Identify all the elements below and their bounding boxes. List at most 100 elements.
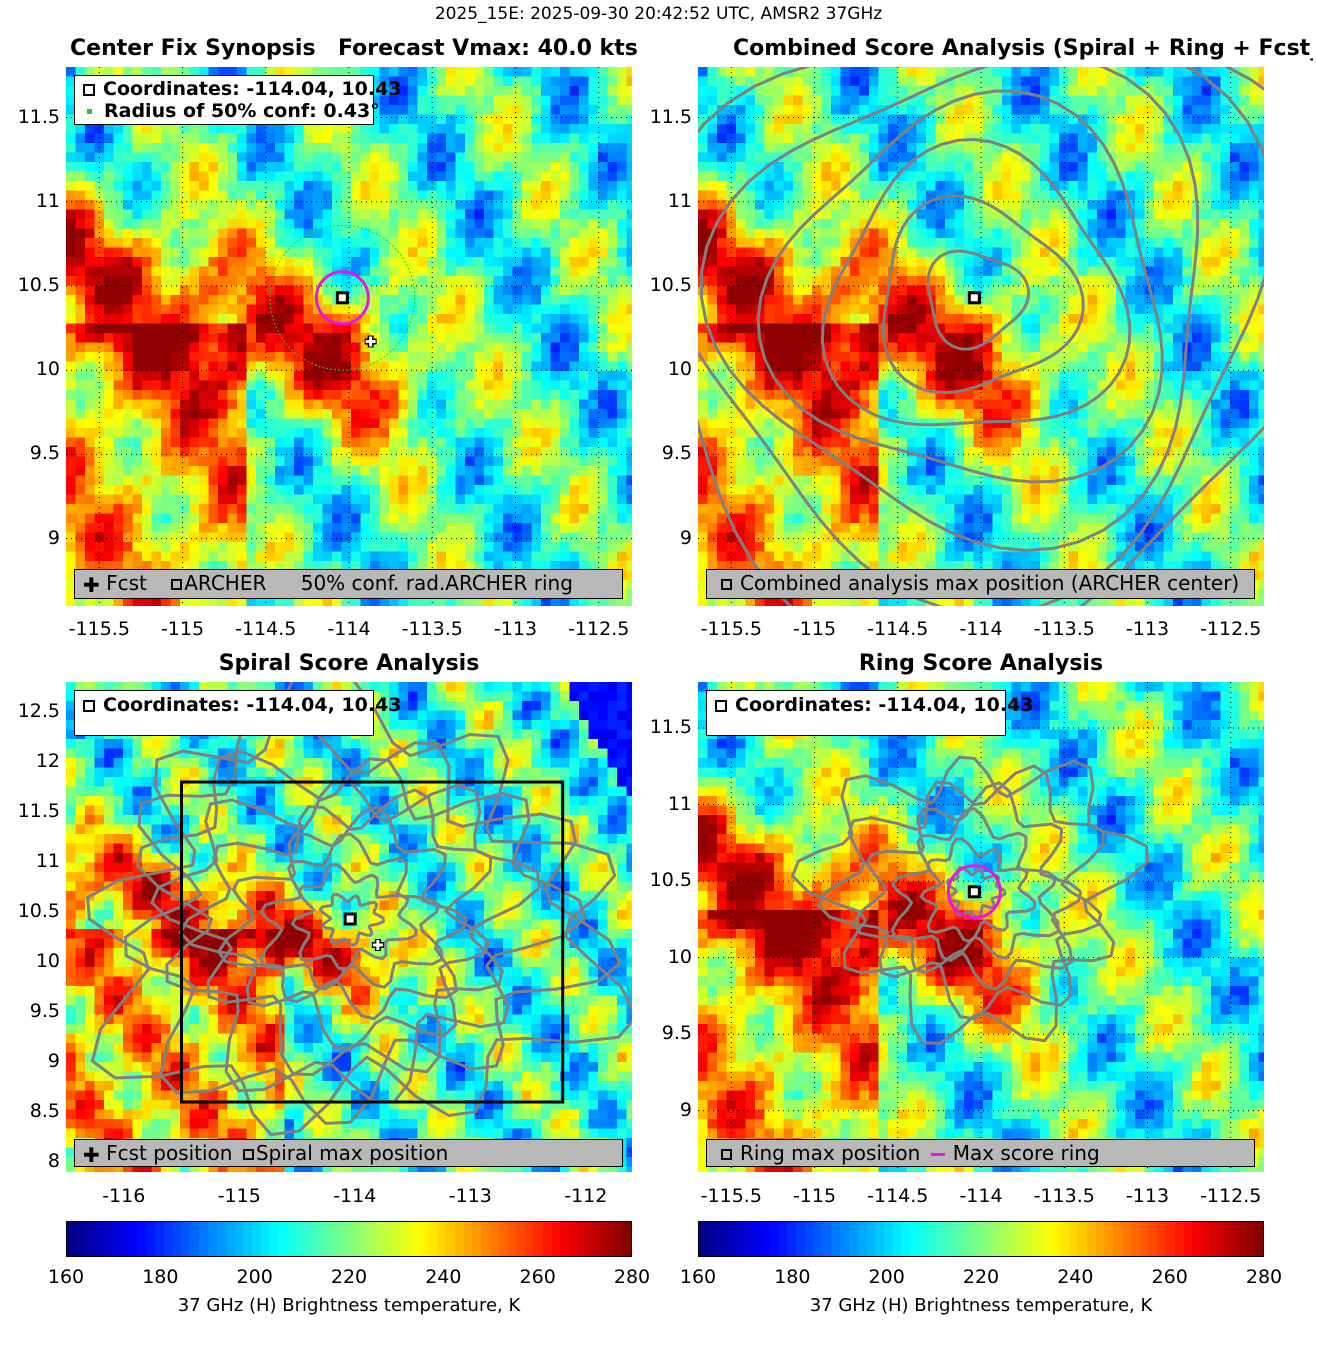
heatmap-cell <box>916 266 927 277</box>
heatmap-cell <box>465 532 475 543</box>
heatmap-cell <box>550 428 561 438</box>
heatmap-cell <box>132 247 143 258</box>
heatmap-cell <box>360 551 371 562</box>
heatmap-cell <box>379 143 390 153</box>
heatmap-cell <box>256 409 266 419</box>
heatmap-cell <box>707 247 718 258</box>
heatmap-cell <box>104 333 114 343</box>
heatmap-cell <box>569 143 580 153</box>
heatmap-cell <box>569 114 580 125</box>
heatmap-cell <box>199 466 209 476</box>
heatmap-cell <box>869 276 879 286</box>
heatmap-cell <box>303 371 314 381</box>
heatmap-cell <box>161 67 171 77</box>
heatmap-cell <box>275 133 285 144</box>
heatmap-cell <box>764 380 775 391</box>
heatmap-cell <box>113 304 124 315</box>
heatmap-cell <box>945 86 955 96</box>
heatmap-cell <box>774 532 784 543</box>
heatmap-cell <box>812 162 822 172</box>
heatmap-cell <box>878 257 889 267</box>
heatmap-cell <box>541 67 551 77</box>
heatmap-cell <box>370 67 380 77</box>
heatmap-cell <box>246 314 257 324</box>
heatmap-cell <box>265 428 276 438</box>
heatmap-cell <box>180 200 190 210</box>
heatmap-cell <box>897 361 908 372</box>
heatmap-cell <box>446 523 456 533</box>
heatmap-cell <box>831 485 841 495</box>
heatmap-cell <box>850 352 860 362</box>
heatmap-cell <box>360 152 371 163</box>
heatmap-cell <box>265 352 276 362</box>
heatmap-cell <box>94 551 105 562</box>
heatmap-cell <box>935 485 946 495</box>
heatmap-cell <box>531 523 542 533</box>
heatmap-cell <box>246 475 257 486</box>
heatmap-cell <box>75 542 86 552</box>
heatmap-cell <box>745 456 756 467</box>
heatmap-cell <box>812 295 822 305</box>
heatmap-cell <box>878 542 889 552</box>
heatmap-cell <box>607 114 618 125</box>
heatmap-cell <box>493 105 504 115</box>
heatmap-cell <box>802 200 813 210</box>
heatmap-cell <box>465 333 475 343</box>
heatmap-cell <box>218 152 228 163</box>
heatmap-cell <box>954 124 965 134</box>
heatmap-cell <box>341 380 352 391</box>
heatmap-cell <box>926 380 936 391</box>
heatmap-cell <box>897 561 908 571</box>
heatmap-cell <box>132 257 143 267</box>
heatmap-cell <box>783 171 794 182</box>
tr-title: Combined Score Analysis (Spiral + Ring +… <box>733 36 1313 61</box>
heatmap-cell <box>465 551 475 562</box>
heatmap-cell <box>707 152 718 163</box>
heatmap-cell <box>237 323 247 334</box>
heatmap-cell <box>161 181 171 191</box>
heatmap-cell <box>256 485 266 495</box>
heatmap-cell <box>588 323 599 334</box>
heatmap-cell <box>227 456 238 467</box>
heatmap-cell <box>717 143 727 153</box>
heatmap-cell <box>512 399 523 410</box>
heatmap-cell <box>888 219 898 229</box>
heatmap-cell <box>265 143 276 153</box>
heatmap-cell <box>560 399 570 410</box>
heatmap-cell <box>104 447 114 457</box>
heatmap-cell <box>332 67 342 77</box>
heatmap-cell <box>85 399 95 410</box>
heatmap-cell <box>123 200 133 210</box>
heatmap-cell <box>199 152 209 163</box>
heatmap-cell <box>926 257 936 267</box>
heatmap-cell <box>446 561 456 571</box>
heatmap-cell <box>821 428 832 438</box>
heatmap-cell <box>522 532 532 543</box>
heatmap-cell <box>764 456 775 467</box>
heatmap-cell <box>850 238 860 248</box>
heatmap-cell <box>831 475 841 486</box>
heatmap-cell <box>588 124 599 134</box>
heatmap-cell <box>313 523 323 533</box>
heatmap-cell <box>736 247 746 258</box>
heatmap-cell <box>484 523 494 533</box>
heatmap-cell <box>859 285 870 296</box>
heatmap-cell <box>417 314 428 324</box>
heatmap-cell <box>151 200 162 210</box>
heatmap-cell <box>161 380 171 391</box>
heatmap-cell <box>455 304 466 315</box>
heatmap-cell <box>360 390 371 400</box>
heatmap-cell <box>503 133 513 144</box>
heatmap-cell <box>831 219 841 229</box>
heatmap-cell <box>66 323 76 334</box>
heatmap-cell <box>755 314 765 324</box>
heatmap-cell <box>104 485 114 495</box>
heatmap-cell <box>170 323 181 334</box>
heatmap-cell <box>208 219 219 229</box>
heatmap-cell <box>783 247 794 258</box>
heatmap-cell <box>503 456 513 467</box>
heatmap-cell <box>104 371 114 381</box>
heatmap-cell <box>812 171 822 182</box>
heatmap-cell <box>607 143 618 153</box>
heatmap-cell <box>66 580 76 590</box>
